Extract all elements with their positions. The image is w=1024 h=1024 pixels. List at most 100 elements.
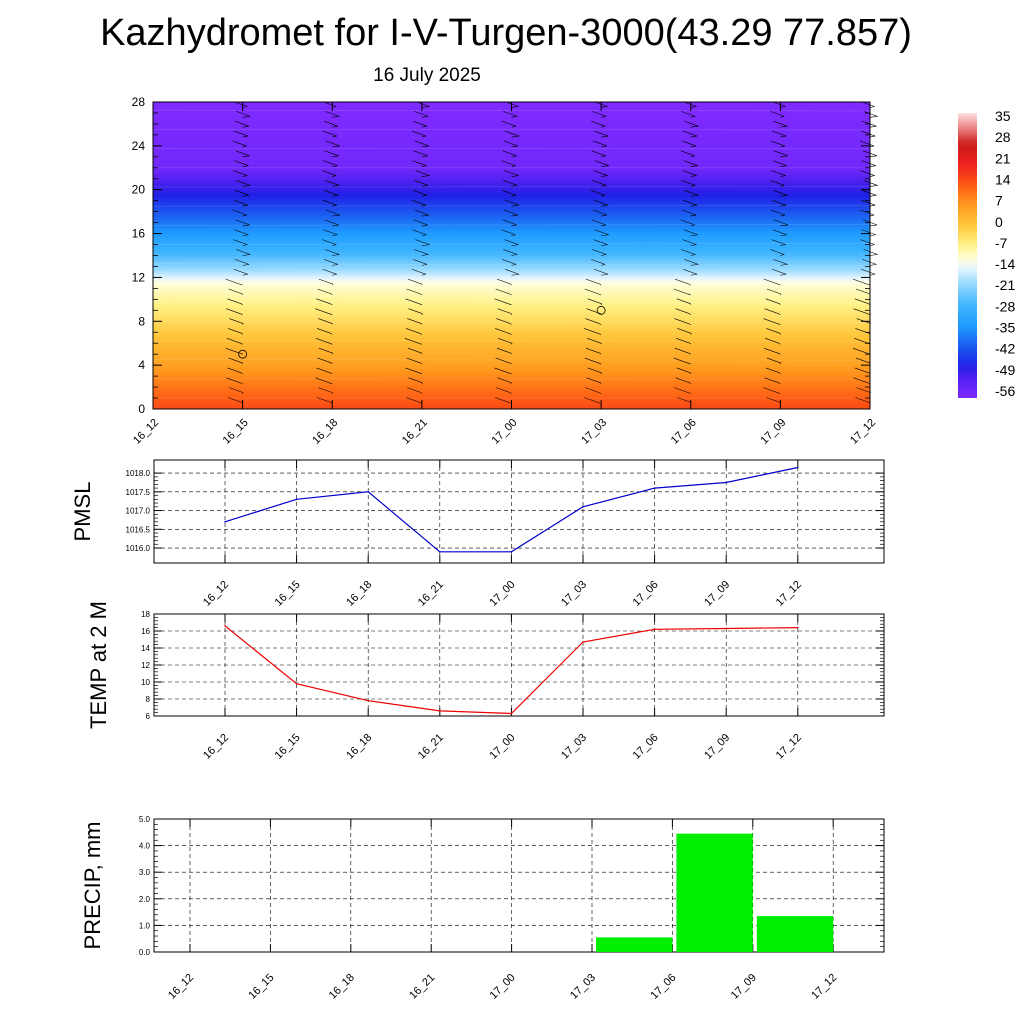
colorbar-label: -28 bbox=[995, 298, 1015, 314]
wind-barb bbox=[861, 160, 876, 166]
wind-barb bbox=[510, 323, 512, 325]
wind-barb bbox=[511, 135, 520, 138]
x-tick-label: 17_09 bbox=[702, 579, 732, 609]
plot-frame bbox=[153, 459, 885, 564]
wind-barb bbox=[511, 254, 518, 256]
wind-barb bbox=[330, 372, 333, 375]
wind-barb bbox=[777, 352, 781, 355]
wind-barb bbox=[411, 199, 426, 206]
wind-barb bbox=[232, 140, 247, 147]
wind-barb bbox=[318, 347, 333, 354]
wind-barb bbox=[236, 180, 251, 186]
wind-barb bbox=[682, 239, 697, 245]
y-tick-label: 20 bbox=[132, 183, 146, 197]
wind-barb bbox=[777, 323, 781, 325]
x-tick-label: 17_06 bbox=[669, 417, 699, 447]
wind-barb bbox=[233, 130, 248, 137]
wind-barb bbox=[316, 367, 331, 374]
wind-barb bbox=[599, 352, 602, 355]
x-tick-label: 16_18 bbox=[344, 732, 374, 762]
wind-barb bbox=[869, 194, 877, 197]
data-point bbox=[439, 550, 441, 553]
pmsl-chart: 1016.0 1016.5 1017.0 1017.5 1018.0 16_12 16_15… bbox=[70, 459, 885, 609]
x-tick-label: 16_18 bbox=[344, 579, 374, 609]
wind-barb bbox=[601, 224, 606, 227]
wind-barb bbox=[677, 397, 692, 403]
data-point bbox=[797, 466, 799, 469]
x-tick-label: 17_09 bbox=[702, 732, 732, 762]
wind-barb bbox=[780, 116, 785, 118]
wind-barb bbox=[586, 377, 601, 384]
data-point bbox=[439, 710, 441, 712]
wind-barb bbox=[330, 303, 333, 306]
wind-barb bbox=[772, 268, 787, 275]
wind-barb bbox=[242, 194, 250, 197]
wind-barb bbox=[766, 328, 781, 334]
wind-barb bbox=[681, 180, 696, 186]
wind-barb bbox=[854, 298, 869, 305]
wind-barb bbox=[497, 308, 512, 314]
wind-barb bbox=[421, 264, 428, 266]
wind-barb bbox=[494, 298, 509, 305]
wind-barb bbox=[242, 234, 249, 237]
wind-barb bbox=[503, 111, 518, 117]
wind-barb bbox=[690, 145, 697, 148]
wind-barb bbox=[234, 259, 250, 265]
wind-barb bbox=[601, 254, 607, 256]
wind-barb bbox=[509, 293, 512, 296]
wind-barb bbox=[421, 106, 430, 108]
x-tick-label: 17_06 bbox=[631, 732, 661, 762]
wind-barb bbox=[859, 140, 875, 147]
y-tick-label: 2.0 bbox=[139, 895, 151, 904]
x-tick-label: 16_21 bbox=[416, 579, 446, 609]
wind-barb bbox=[421, 135, 426, 138]
wind-barb bbox=[772, 229, 787, 236]
wind-barb bbox=[511, 234, 516, 237]
x-tick-label: 16_15 bbox=[273, 732, 303, 762]
wind-barb bbox=[780, 244, 786, 246]
y-tick-label: 4 bbox=[138, 358, 145, 372]
wind-barb bbox=[584, 328, 599, 334]
wind-barb bbox=[421, 323, 423, 325]
wind-barb bbox=[511, 165, 516, 167]
wind-barb bbox=[503, 249, 518, 255]
wind-barb bbox=[869, 125, 877, 128]
y-tick-label: 8 bbox=[138, 314, 145, 328]
wind-barb bbox=[766, 397, 781, 403]
x-tick-label: 17_00 bbox=[490, 417, 520, 447]
wind-barb bbox=[763, 278, 779, 285]
colorbar-label: -35 bbox=[995, 320, 1015, 336]
wind-barb bbox=[780, 106, 786, 108]
wind-barb bbox=[854, 338, 869, 344]
y-tick-label: 12 bbox=[132, 270, 146, 284]
temp-2m-chart: 6 8 10 12 14 16 18 16_12 16_15 16_18 16_21 17_00 17_… bbox=[86, 601, 885, 762]
data-point bbox=[295, 498, 298, 501]
y-tick-label: 0.0 bbox=[139, 948, 151, 957]
wind-barb bbox=[869, 155, 878, 158]
wind-barb-column bbox=[225, 101, 251, 404]
wind-barb bbox=[599, 283, 602, 286]
wind-barb bbox=[234, 160, 249, 166]
date-subtitle: 16 July 2025 bbox=[373, 65, 481, 86]
wind-barb bbox=[598, 333, 602, 335]
wind-barb bbox=[227, 397, 243, 403]
wind-barb bbox=[592, 249, 607, 255]
wind-barb bbox=[763, 387, 778, 393]
wind-barb bbox=[601, 204, 609, 207]
wind-barb bbox=[511, 224, 517, 227]
wind-barb bbox=[773, 259, 788, 265]
wind-barb bbox=[330, 333, 333, 335]
wind-barb bbox=[675, 308, 690, 314]
wind-barb bbox=[233, 170, 248, 176]
wind-barb bbox=[420, 362, 423, 365]
wind-barb bbox=[598, 293, 602, 296]
y-tick-label: 1016.5 bbox=[126, 525, 151, 534]
wind-barb-column bbox=[315, 101, 340, 404]
wind-barb bbox=[412, 229, 427, 236]
wind-barb bbox=[407, 318, 422, 324]
wind-barb bbox=[419, 372, 422, 375]
wind-barb bbox=[316, 397, 332, 403]
wind-barb bbox=[674, 278, 690, 285]
wind-barb bbox=[323, 229, 338, 236]
y-tick-label: 1.0 bbox=[139, 921, 151, 930]
